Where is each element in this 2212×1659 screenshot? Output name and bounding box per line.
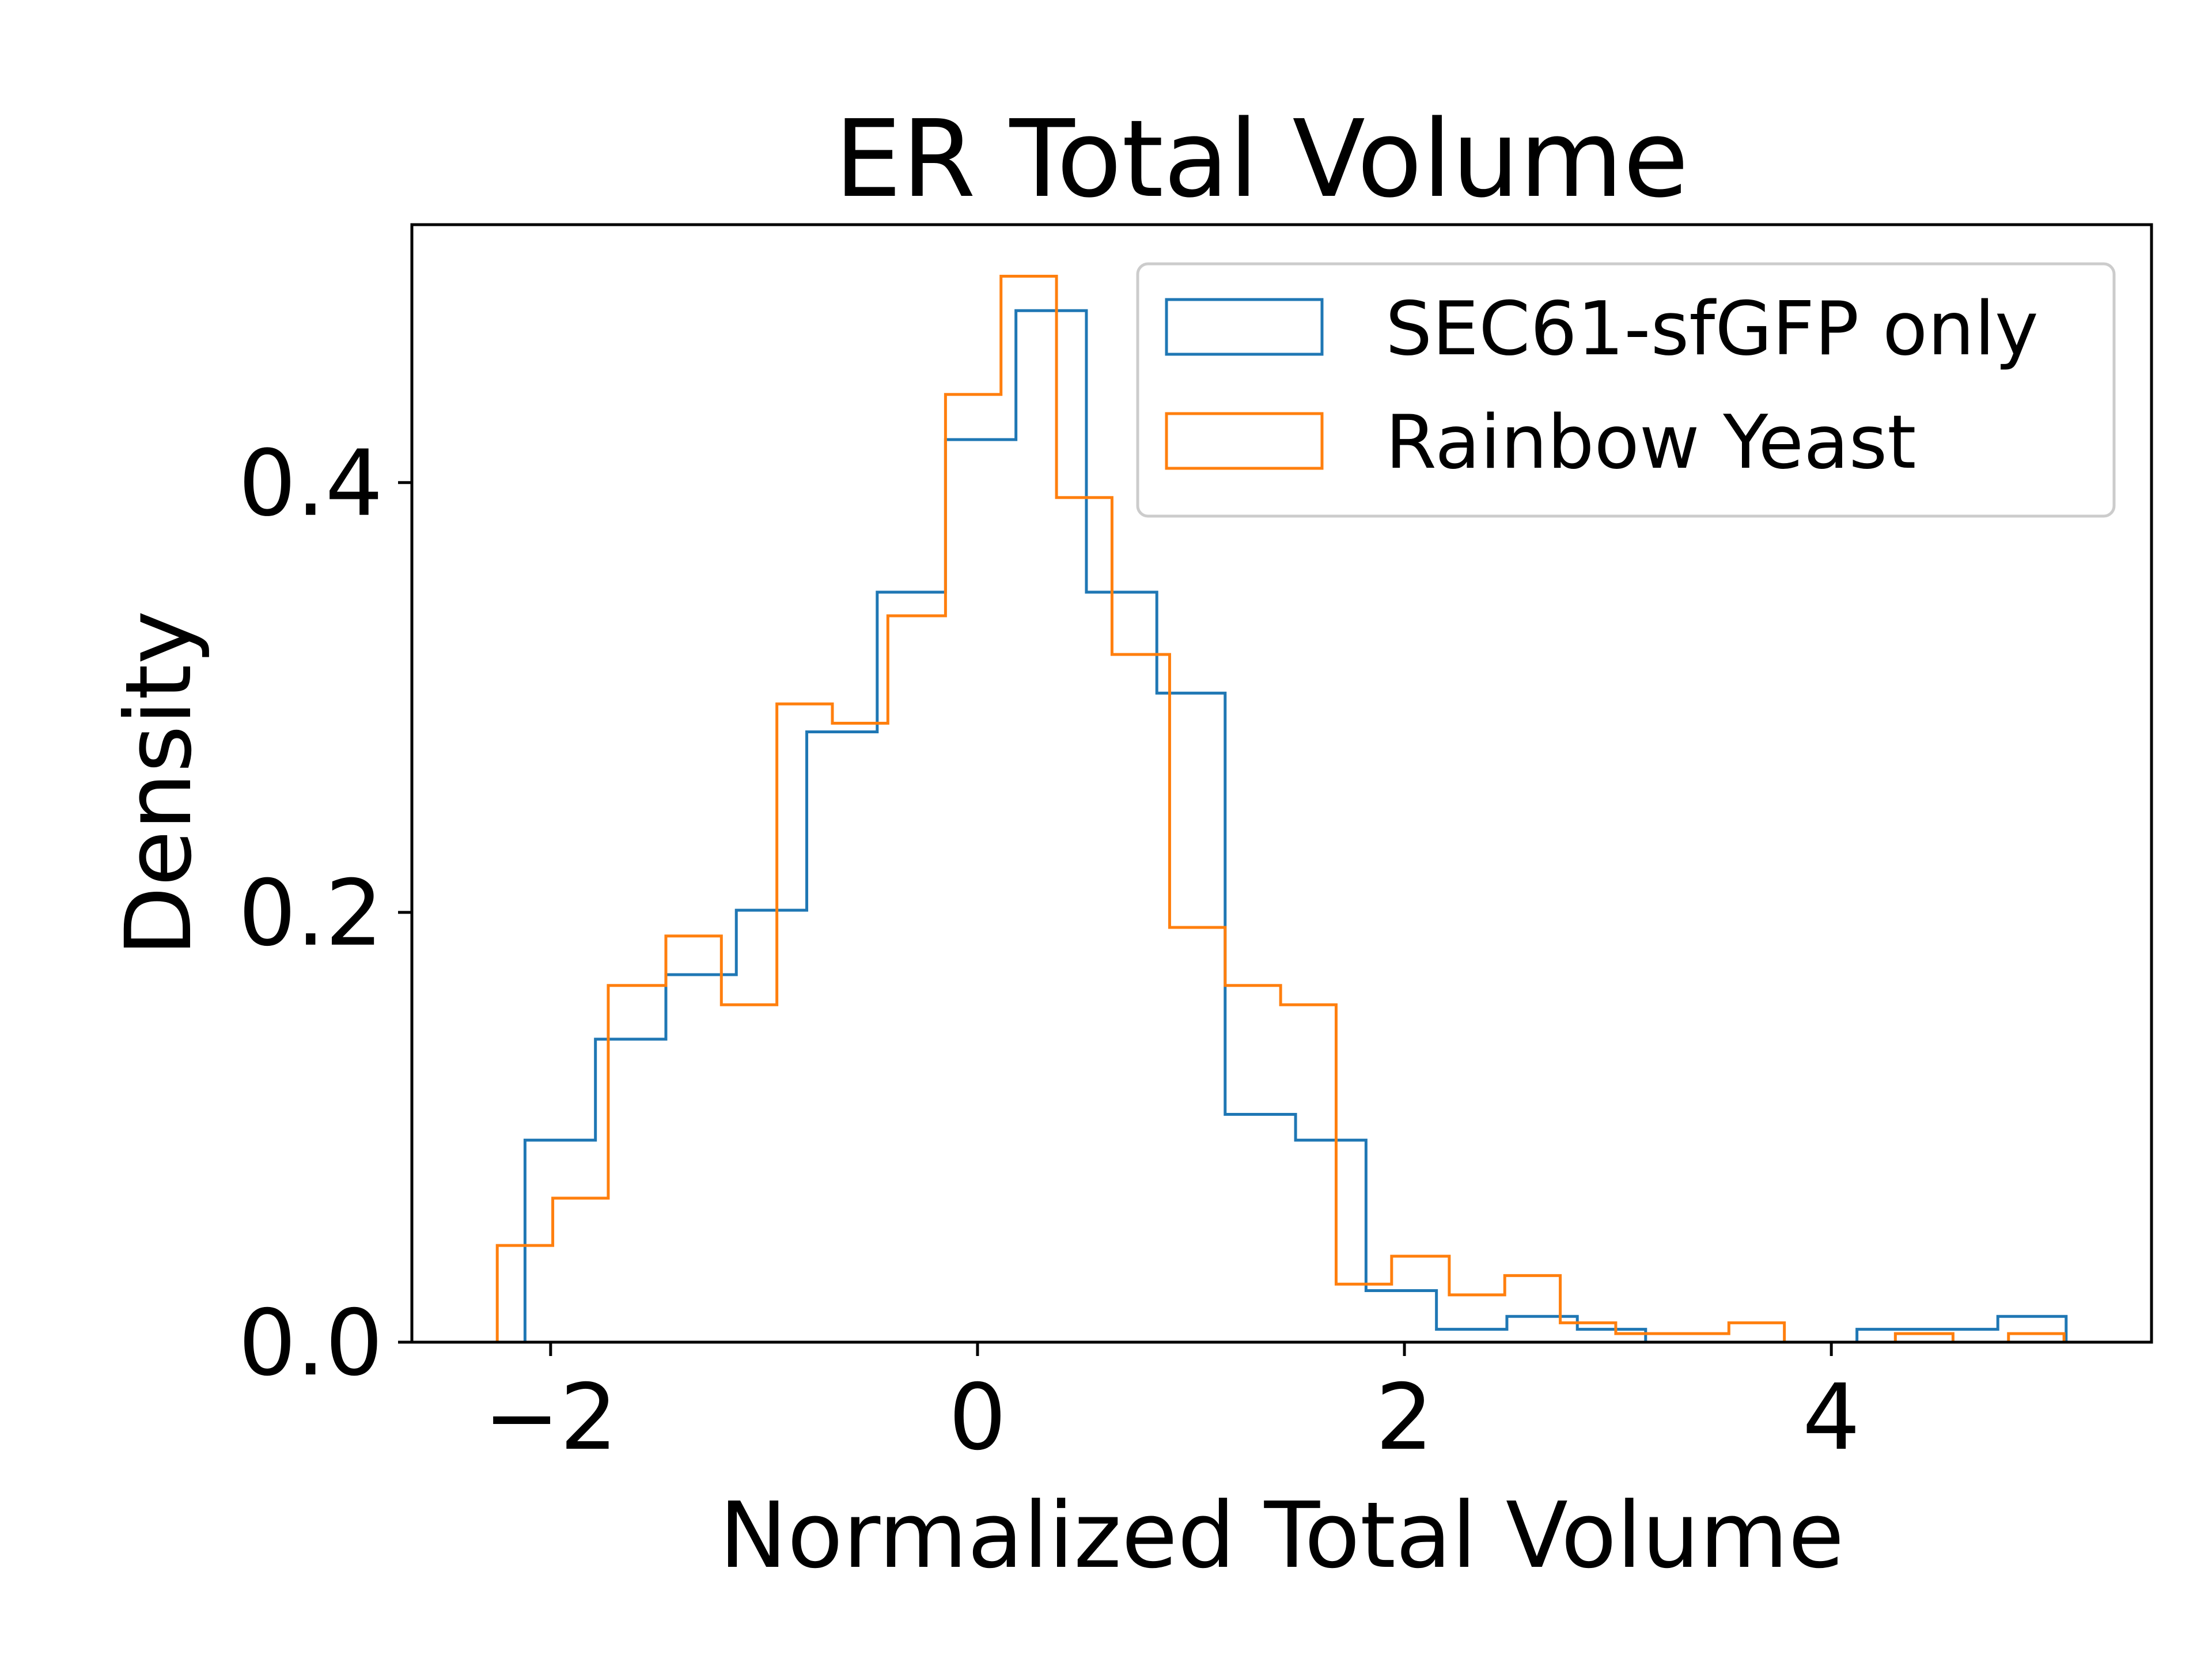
legend-swatch-sec61 (1165, 298, 1324, 356)
bar-rainbow-yeast-4 (721, 1005, 777, 1342)
bar-rainbow-yeast-13 (1225, 986, 1281, 1342)
axes-frame (410, 223, 2153, 1344)
legend: SEC61-sfGFP only Rainbow Yeast (1136, 262, 2116, 518)
bar-rainbow-yeast-17 (1449, 1295, 1505, 1342)
bar-rainbow-yeast-11 (1112, 654, 1169, 1342)
bar-rainbow-yeast-1 (553, 1198, 608, 1342)
x-tick-label-0: −2 (483, 1365, 618, 1471)
bar-rainbow-yeast-6 (832, 724, 888, 1342)
x-tick-label-1: 0 (949, 1365, 1007, 1471)
bar-rainbow-yeast-5 (777, 704, 832, 1342)
x-axis-ticks: −2 0 2 4 (483, 1342, 1860, 1471)
legend-box (1136, 262, 2116, 518)
chart-title: ER Total Volume (834, 97, 1688, 221)
bar-rainbow-yeast-12 (1169, 927, 1225, 1342)
bar-rainbow-yeast-19 (1560, 1323, 1616, 1342)
y-axis-label: Density (106, 611, 212, 957)
bar-rainbow-yeast-22 (1729, 1323, 1784, 1342)
bar-rainbow-yeast-0 (497, 1245, 552, 1342)
y-tick-label-1: 0.2 (238, 861, 383, 967)
bar-rainbow-yeast-10 (1056, 498, 1112, 1342)
bar-rainbow-yeast-15 (1336, 1284, 1391, 1342)
legend-label-sec61: SEC61-sfGFP only (1385, 286, 2039, 372)
bar-rainbow-yeast-2 (608, 986, 666, 1342)
x-axis-label: Normalized Total Volume (719, 1483, 1844, 1589)
y-tick-label-0: 0.0 (238, 1290, 383, 1396)
bar-rainbow-yeast-14 (1281, 1005, 1336, 1342)
bar-rainbow-yeast-3 (666, 936, 721, 1342)
bar-rainbow-yeast-9 (1001, 276, 1056, 1342)
x-tick-label-3: 4 (1802, 1365, 1861, 1471)
series-rainbow-yeast (495, 275, 2066, 1344)
bar-rainbow-yeast-8 (945, 395, 1001, 1342)
y-tick-label-2: 0.4 (238, 431, 383, 537)
bar-rainbow-yeast-7 (888, 616, 945, 1342)
legend-label-rainbow: Rainbow Yeast (1385, 400, 1916, 486)
bar-rainbow-yeast-18 (1505, 1275, 1560, 1342)
x-tick-label-2: 2 (1376, 1365, 1434, 1471)
bar-rainbow-yeast-16 (1392, 1256, 1449, 1342)
y-axis-ticks: 0.0 0.2 0.4 (238, 431, 412, 1396)
legend-swatch-rainbow (1165, 412, 1324, 470)
